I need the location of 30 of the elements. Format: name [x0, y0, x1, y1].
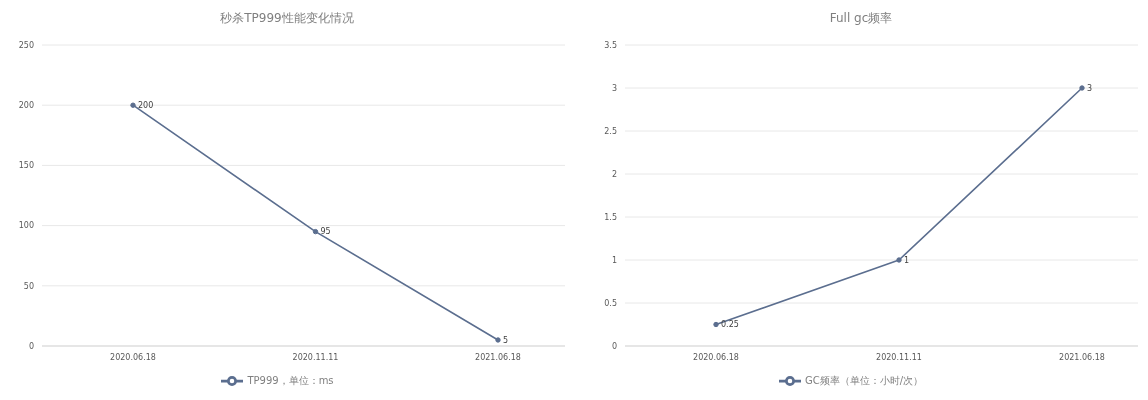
- chart-title: Full gc频率: [828, 10, 894, 26]
- legend-label: TP999，单位：ms: [247, 375, 334, 386]
- data-label: 95: [320, 227, 331, 237]
- y-tick-label: 1.5: [604, 212, 617, 222]
- y-tick-label: 150: [18, 161, 34, 171]
- x-tick-label: 2020.06.18: [693, 352, 739, 362]
- y-tick-label: 0: [28, 341, 34, 351]
- x-tick-label: 2021.06.18: [475, 352, 521, 362]
- y-tick-label: 0: [611, 341, 617, 351]
- x-tick-label: 2021.06.18: [1059, 352, 1105, 362]
- y-tick-label: 1: [611, 255, 617, 265]
- y-tick-label: 200: [18, 101, 34, 111]
- chart-title: 秒杀TP999性能变化情况: [219, 10, 355, 26]
- y-tick-label: 0.5: [604, 298, 617, 308]
- y-tick-label: 2.5: [604, 126, 617, 136]
- y-tick-label: 2: [611, 169, 617, 179]
- data-label: 1: [904, 255, 910, 265]
- y-tick-label: 100: [18, 221, 34, 231]
- legend-label: GC频率（单位：小时/次）: [804, 375, 924, 386]
- x-tick-label: 2020.06.18: [110, 352, 156, 362]
- data-label: 5: [503, 335, 509, 345]
- data-label: 0.25: [721, 320, 739, 330]
- y-tick-label: 50: [23, 281, 34, 291]
- x-tick-label: 2020.11.11: [292, 352, 339, 362]
- x-tick-label: 2020.11.11: [876, 352, 922, 362]
- y-tick-label: 3: [611, 83, 617, 93]
- y-tick-label: 250: [18, 40, 34, 50]
- data-label: 200: [138, 101, 154, 111]
- y-tick-label: 3.5: [604, 40, 617, 50]
- data-label: 3: [1087, 83, 1093, 93]
